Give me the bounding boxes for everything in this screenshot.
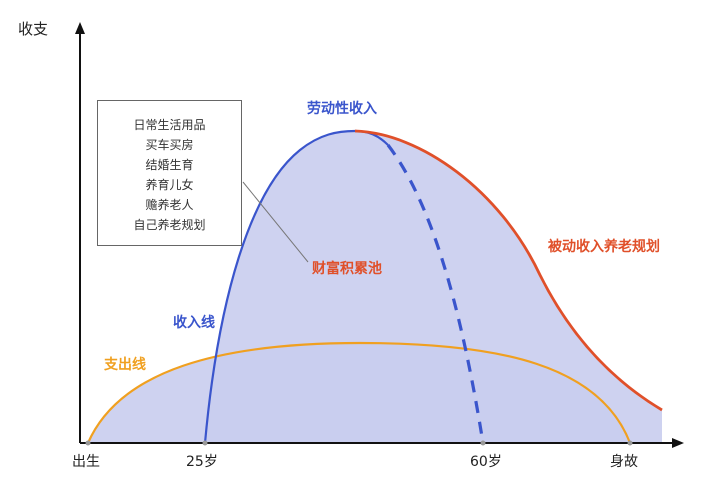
expense-area bbox=[88, 343, 630, 443]
expense-curve bbox=[86, 341, 632, 444]
passive-income-label: 被动收入养老规划 bbox=[548, 239, 660, 255]
labor-income-label: 劳动性收入 bbox=[307, 101, 377, 117]
expenses-box: 日常生活用品 买车买房 结婚生育 养育儿女 赡养老人 自己养老规划 bbox=[97, 100, 242, 246]
x-tick-60: 60岁 bbox=[470, 454, 502, 470]
y-axis-title: 收支 bbox=[18, 20, 49, 38]
expense-item: 赡养老人 bbox=[145, 198, 194, 212]
expense-item: 养育儿女 bbox=[145, 178, 194, 192]
expense-item: 买车买房 bbox=[145, 138, 194, 152]
passive-income-curve bbox=[354, 129, 663, 412]
tick-mark-25 bbox=[202, 440, 208, 446]
expense-item: 结婚生育 bbox=[145, 158, 194, 172]
x-tick-death: 身故 bbox=[610, 454, 638, 470]
tick-mark-birth bbox=[85, 440, 91, 446]
wealth-pool-label: 财富积累池 bbox=[312, 261, 382, 277]
x-tick-birth: 出生 bbox=[72, 454, 100, 470]
y-axis-arrow-icon bbox=[75, 22, 85, 34]
expense-item: 自己养老规划 bbox=[133, 218, 206, 232]
tick-mark-60 bbox=[480, 440, 486, 446]
expense-item: 日常生活用品 bbox=[133, 118, 206, 132]
labor-income-dashed-curve bbox=[386, 144, 485, 444]
x-axis-arrow-icon bbox=[672, 438, 684, 448]
expense-line-label: 支出线 bbox=[104, 357, 146, 373]
tick-mark-death bbox=[627, 440, 633, 446]
box-connector-line bbox=[242, 181, 309, 263]
x-tick-25: 25岁 bbox=[186, 454, 218, 470]
income-line-label: 收入线 bbox=[173, 315, 215, 331]
